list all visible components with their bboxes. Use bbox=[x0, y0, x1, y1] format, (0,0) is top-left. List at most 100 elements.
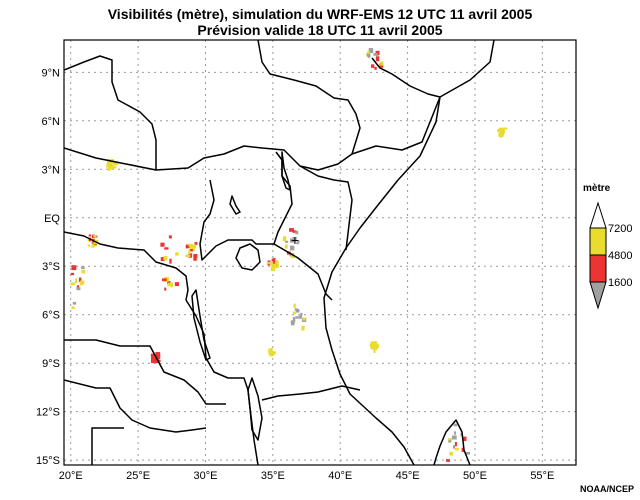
visibility-patch bbox=[299, 314, 302, 319]
visibility-patch bbox=[294, 308, 298, 311]
visibility-patch bbox=[164, 287, 167, 291]
lake-tanganyika bbox=[191, 289, 211, 361]
visibility-patches bbox=[70, 48, 508, 462]
legend-label-mid: 4800 bbox=[608, 250, 632, 262]
visibility-patch bbox=[76, 287, 81, 291]
visibility-patch bbox=[448, 439, 452, 443]
location-marker: + bbox=[291, 232, 299, 248]
visibility-patch bbox=[502, 127, 508, 130]
visibility-patch bbox=[193, 253, 198, 258]
visibility-patch bbox=[454, 448, 459, 451]
visibility-patch bbox=[453, 423, 458, 427]
visibility-patch bbox=[270, 352, 274, 357]
y-tick-label: 15°S bbox=[36, 455, 60, 467]
visibility-patch bbox=[296, 241, 299, 245]
chad-sudan-border bbox=[64, 55, 157, 170]
visibility-patch bbox=[175, 252, 179, 256]
visibility-patch bbox=[109, 160, 113, 166]
visibility-patch bbox=[273, 257, 276, 261]
visibility-patch bbox=[453, 431, 456, 435]
visibility-patch bbox=[191, 244, 197, 248]
visibility-patch bbox=[193, 257, 197, 261]
visibility-patch bbox=[189, 249, 193, 252]
visibility-patch bbox=[275, 263, 279, 266]
visibility-patch bbox=[188, 246, 192, 249]
visibility-patch bbox=[75, 278, 78, 284]
visibility-patch bbox=[91, 242, 95, 248]
visibility-patch bbox=[194, 242, 198, 245]
visibility-patch bbox=[80, 280, 85, 285]
visibility-patch bbox=[113, 161, 119, 166]
visibility-patch bbox=[167, 280, 171, 285]
y-tick-label: EQ bbox=[44, 213, 60, 225]
visibility-patch bbox=[270, 266, 276, 271]
visibility-patch bbox=[150, 358, 156, 364]
legend-top-cap bbox=[589, 201, 607, 229]
legend-title: mètre bbox=[583, 183, 611, 194]
visibility-patch bbox=[170, 282, 174, 288]
visibility-patch bbox=[292, 317, 296, 322]
visibility-patch bbox=[290, 238, 295, 243]
visibility-patch bbox=[106, 163, 111, 168]
legend-bottom-cap bbox=[589, 281, 607, 310]
map-grid bbox=[64, 40, 576, 465]
visibility-patch bbox=[452, 435, 457, 440]
visibility-patch bbox=[452, 445, 456, 449]
visibility-patch bbox=[289, 245, 295, 251]
visibility-patch bbox=[368, 48, 374, 54]
visibility-patch bbox=[284, 244, 288, 249]
visibility-patch bbox=[78, 277, 82, 282]
visibility-patch bbox=[296, 309, 300, 313]
visibility-patch bbox=[168, 235, 172, 239]
lake-victoria bbox=[235, 243, 261, 271]
y-tick-label: 3°N bbox=[42, 164, 61, 176]
color-legend: 7200 4800 1600 bbox=[589, 201, 632, 310]
visibility-patch bbox=[269, 262, 274, 265]
ethiopia-kenya-border bbox=[299, 165, 353, 251]
visibility-patch bbox=[370, 345, 375, 350]
visibility-patch bbox=[285, 240, 289, 243]
legend-swatch-high bbox=[589, 227, 607, 256]
visibility-patch bbox=[290, 253, 295, 259]
visibility-patch bbox=[380, 61, 384, 66]
visibility-patch bbox=[162, 278, 167, 282]
visibility-patch bbox=[113, 166, 117, 169]
lake-turkana bbox=[281, 151, 291, 191]
drc-congo-border bbox=[64, 231, 259, 465]
x-tick-label: 20°E bbox=[59, 470, 83, 482]
visibility-patch bbox=[267, 261, 271, 264]
visibility-patch bbox=[448, 438, 453, 441]
visibility-patch bbox=[71, 306, 75, 310]
visibility-patch bbox=[292, 230, 297, 233]
country-borders bbox=[64, 40, 495, 465]
visibility-patch bbox=[157, 359, 161, 363]
x-tick-label: 50°E bbox=[463, 470, 487, 482]
visibility-patch bbox=[275, 264, 279, 269]
visibility-patch bbox=[169, 258, 172, 264]
visibility-patch bbox=[370, 64, 375, 68]
visibility-patch bbox=[110, 165, 114, 170]
credit-label: NOAA/NCEP bbox=[579, 484, 634, 494]
visibility-patch bbox=[174, 282, 180, 287]
visibility-patch bbox=[108, 166, 111, 170]
visibility-patch bbox=[375, 56, 380, 62]
visibility-patch bbox=[81, 266, 85, 270]
visibility-patch bbox=[302, 317, 306, 321]
visibility-patch bbox=[374, 347, 377, 351]
x-tick-label: 40°E bbox=[328, 470, 352, 482]
zambia-drc-border bbox=[64, 339, 226, 405]
visibility-patch bbox=[155, 352, 158, 356]
angola-border bbox=[64, 379, 207, 433]
visibility-patch bbox=[271, 263, 277, 269]
visibility-patch bbox=[185, 244, 188, 249]
visibility-patch bbox=[289, 228, 294, 232]
visibility-patch bbox=[370, 341, 375, 345]
visibility-patch bbox=[188, 243, 193, 247]
visibility-patch bbox=[367, 50, 370, 54]
angola-zambia-border bbox=[91, 427, 124, 465]
visibility-patch bbox=[374, 66, 377, 70]
visibility-patch bbox=[375, 50, 380, 55]
visibility-patch bbox=[190, 246, 196, 251]
visibility-patch bbox=[163, 256, 168, 261]
visibility-patch bbox=[70, 272, 75, 276]
